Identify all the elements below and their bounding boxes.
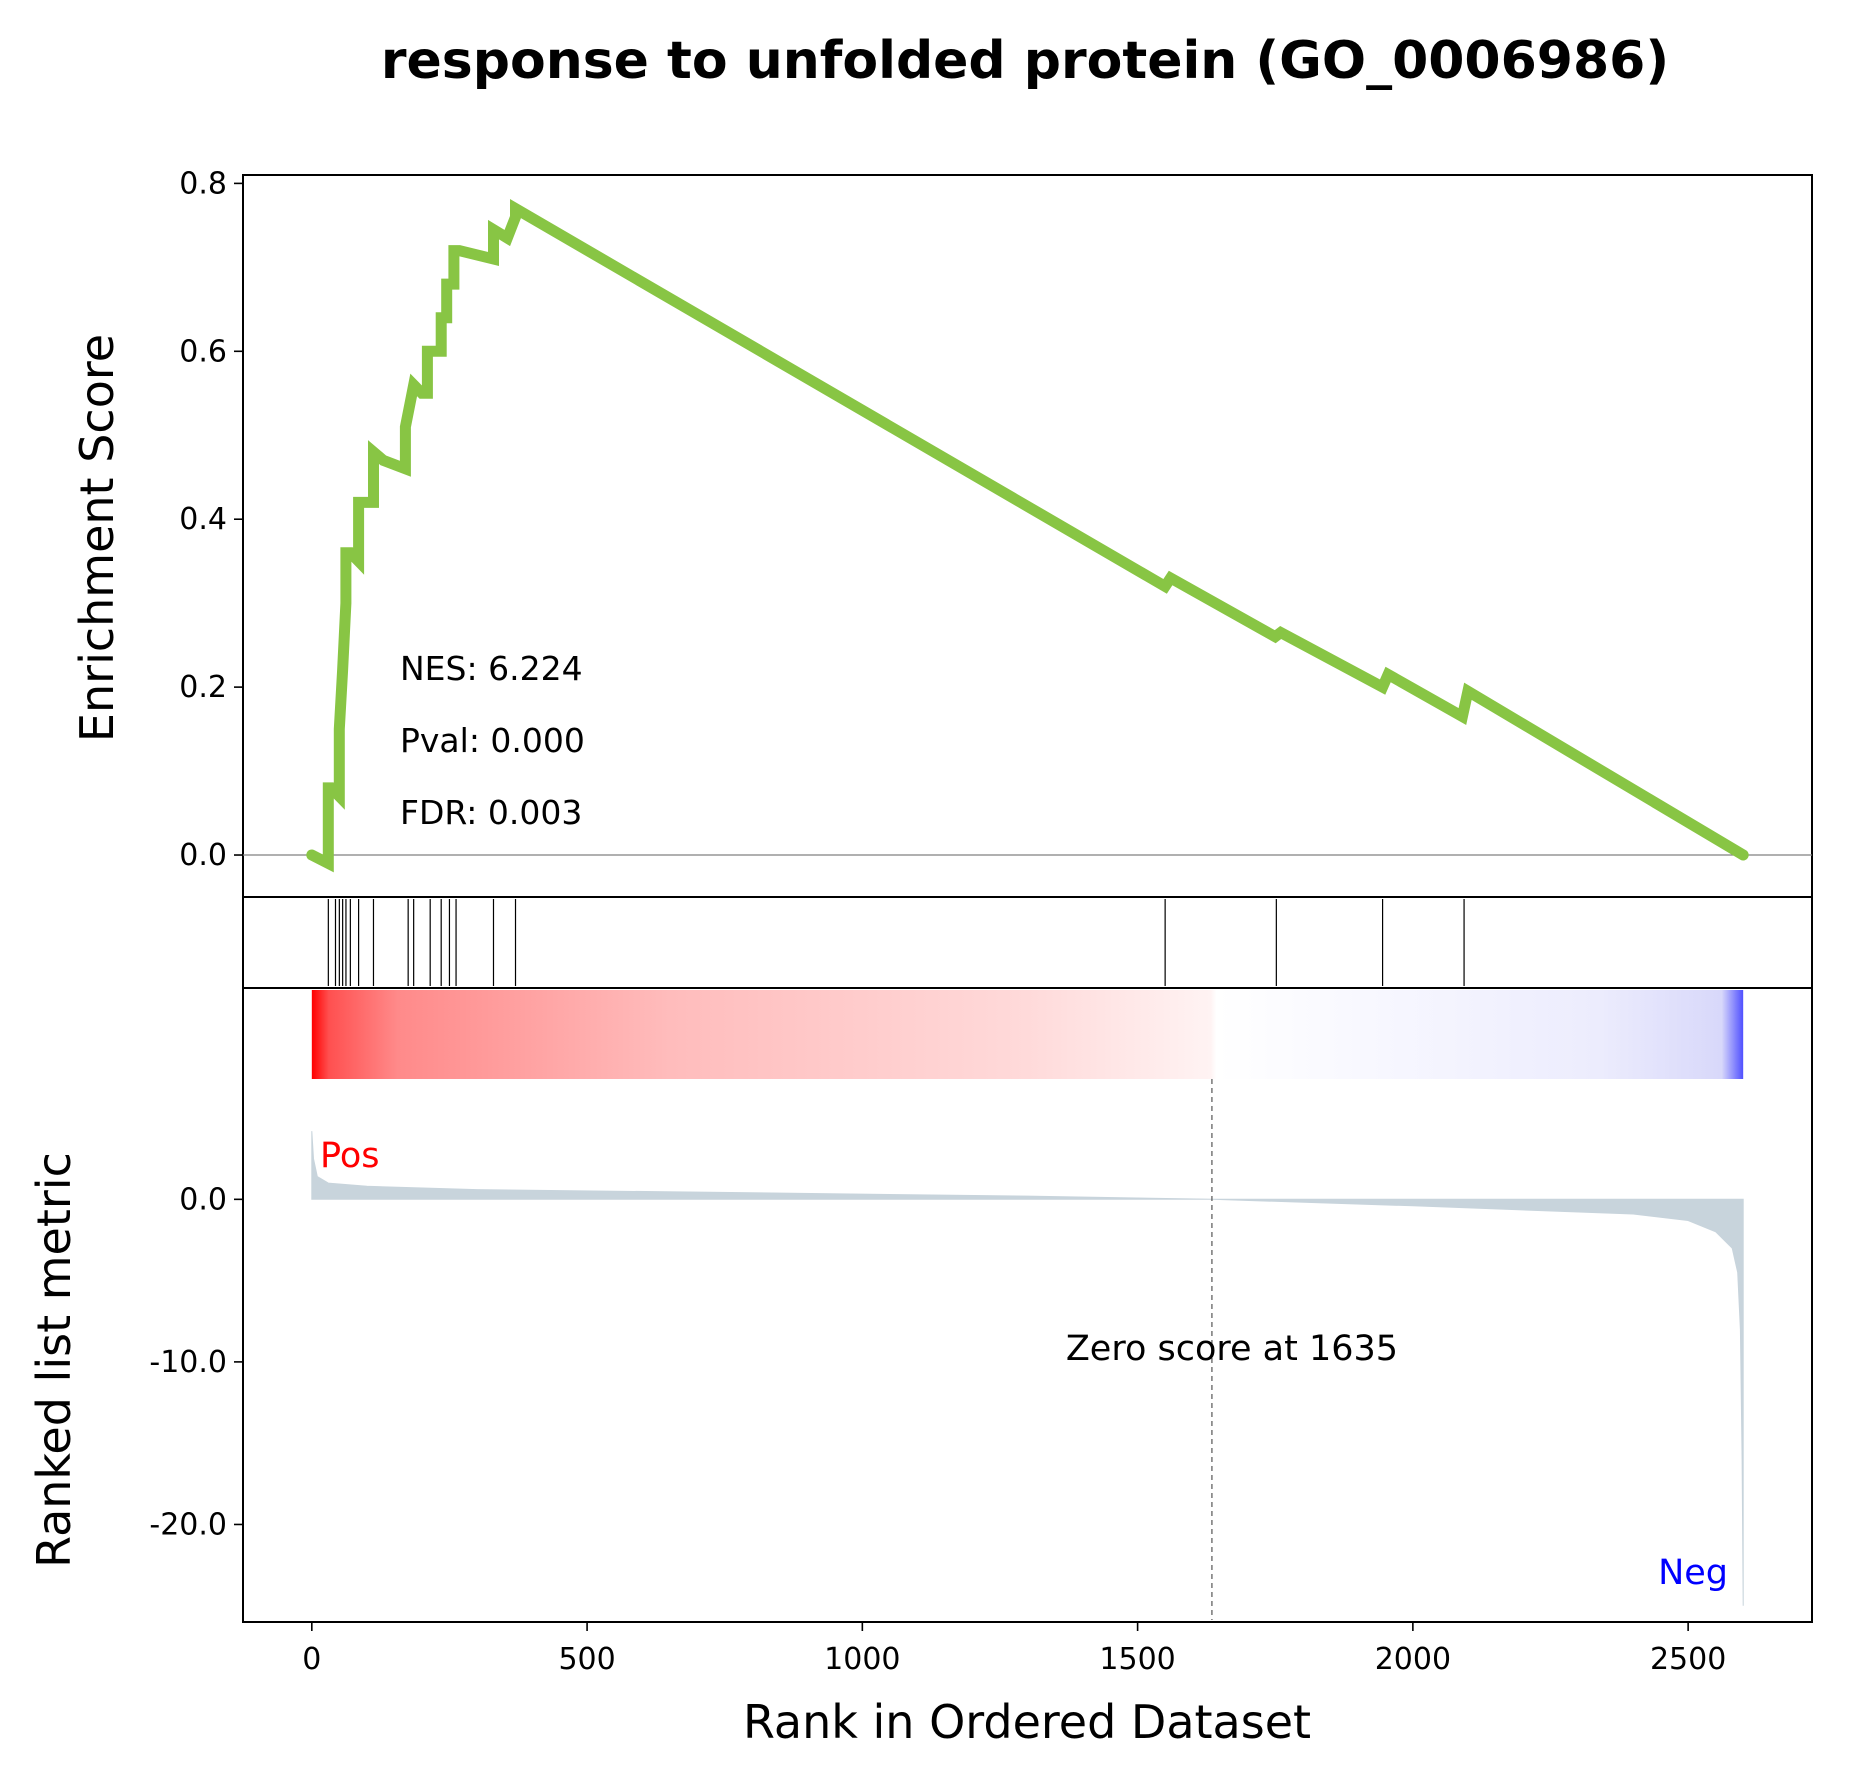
neg-label: Neg: [1658, 1553, 1728, 1593]
x-axis-label: Rank in Ordered Dataset: [743, 1695, 1311, 1749]
pos-label: Pos: [320, 1136, 380, 1176]
rank-y-tick-label: -20.0: [149, 1507, 227, 1542]
rank-y-axis-label: Ranked list metric: [27, 1152, 81, 1568]
hits-frame: [242, 896, 1813, 989]
x-tick-label: 500: [558, 1642, 615, 1677]
pval-label: Pval: 0.000: [400, 721, 585, 760]
fdr-label: FDR: 0.003: [400, 793, 582, 832]
es-y-ticks: 0.0 0.2 0.4 0.6 0.8: [179, 166, 243, 873]
enrichment-score-line: [306, 199, 1749, 873]
es-y-tick-label: 0.4: [179, 502, 227, 537]
rank-plot-frame: [242, 987, 1813, 1623]
x-tick-label: 2000: [1375, 1642, 1451, 1677]
zero-score-label: Zero score at 1635: [1066, 1329, 1398, 1369]
es-y-tick-label: 0.6: [179, 334, 227, 369]
es-y-tick-label: 0.0: [179, 838, 227, 873]
rank-y-tick-label: 0.0: [179, 1182, 227, 1217]
chart-title: response to unfolded protein (GO_0006986…: [381, 31, 1669, 91]
es-plot-frame: [242, 174, 1813, 898]
enrichment-score-panel: 0.0 0.2 0.4 0.6 0.8 NES: 6.224 Pval: 0.000 F…: [70, 166, 1813, 898]
es-y-axis-label: Enrichment Score: [70, 334, 124, 742]
rank-y-ticks: 0.0 -10.0 -20.0: [149, 1182, 243, 1542]
x-tick-label: 0: [302, 1642, 321, 1677]
hit-lines: [327, 899, 1465, 986]
x-tick-label: 1000: [824, 1642, 900, 1677]
x-tick-label: 2500: [1650, 1642, 1726, 1677]
x-ticks: 0 500 1000 1500 2000 2500: [302, 1622, 1726, 1677]
es-y-tick-label: 0.8: [179, 166, 227, 201]
gene-hits-panel: [242, 896, 1813, 989]
nes-label: NES: 6.224: [400, 649, 583, 688]
rank-color-bar: [311, 990, 1744, 1079]
x-tick-label: 1500: [1099, 1642, 1175, 1677]
rank-y-tick-label: -10.0: [149, 1345, 227, 1380]
ranked-metric-panel: Zero score at 1635 Pos Neg 0.0 -10.0 -20.0…: [27, 987, 1813, 1623]
ranked-metric-area: [311, 1131, 1744, 1606]
es-y-tick-label: 0.2: [179, 670, 227, 705]
